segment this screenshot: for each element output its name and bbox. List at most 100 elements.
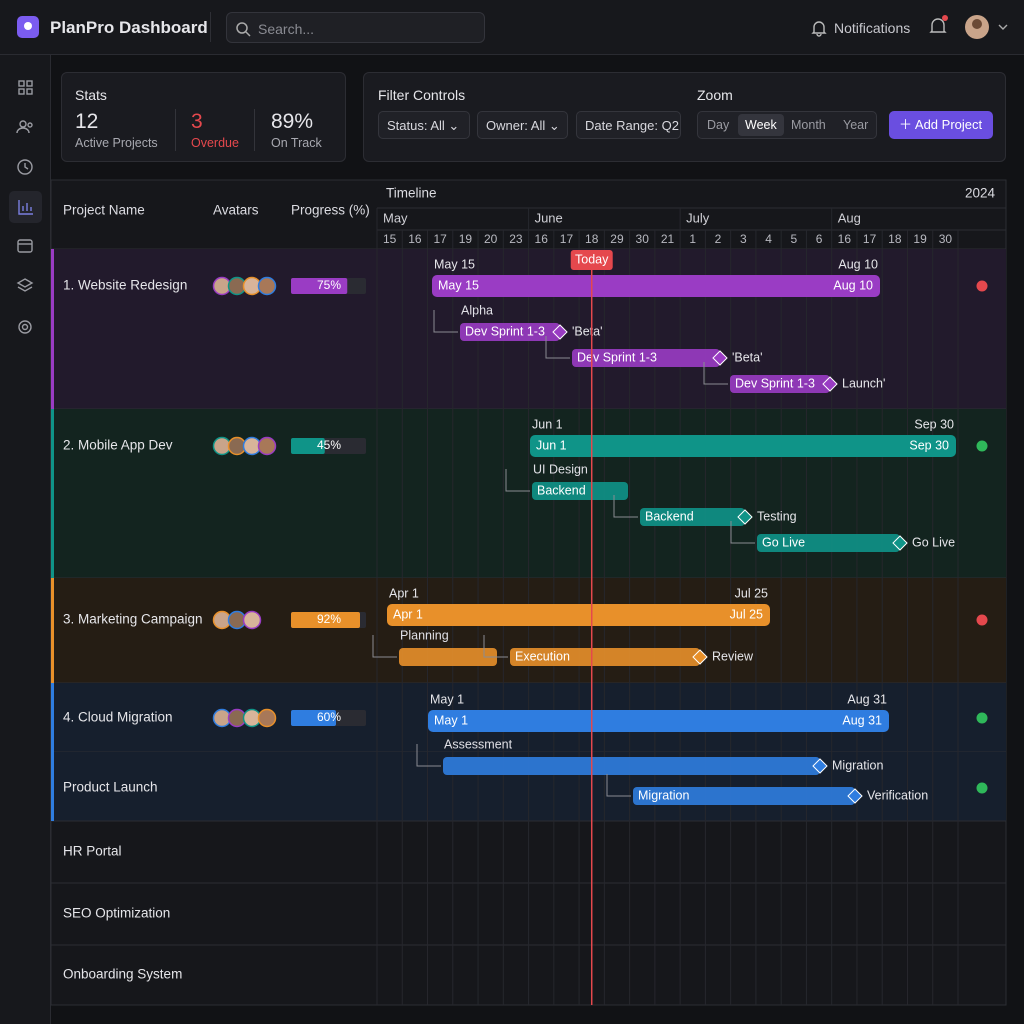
task-bar[interactable]	[757, 534, 900, 552]
week-label: 17	[863, 232, 877, 246]
stats-title: Stats	[75, 87, 107, 103]
task-name: Execution	[515, 649, 570, 663]
milestone-label: Testing	[757, 509, 797, 523]
zoom-option[interactable]: Year	[843, 118, 869, 132]
bar-start: May 1	[434, 713, 468, 727]
task-bar[interactable]	[460, 323, 560, 341]
filter-text: Status: All	[387, 118, 445, 133]
zoom-option[interactable]: Week	[738, 114, 784, 136]
today-label: Today	[575, 252, 609, 266]
week-label: 4	[765, 232, 772, 246]
progress-label: 75%	[317, 278, 341, 292]
progress-fill	[291, 438, 325, 454]
week-label: 16	[535, 232, 549, 246]
progress-fill	[291, 710, 336, 726]
project-bar	[530, 435, 956, 457]
task-label: Planning	[400, 628, 449, 642]
week-label: 3	[740, 232, 747, 246]
row-accent	[51, 249, 54, 409]
add-project-button[interactable]: ＋ Add Project	[889, 111, 993, 139]
progress-fill	[291, 278, 348, 294]
week-label: 19	[459, 232, 473, 246]
zoom-option[interactable]: Month	[791, 118, 826, 132]
connector	[545, 336, 570, 359]
milestone	[822, 376, 838, 392]
milestone	[737, 509, 753, 525]
task-bar[interactable]	[640, 508, 745, 526]
task-bar[interactable]	[633, 787, 855, 805]
task-bar[interactable]	[443, 757, 820, 775]
month-label: July	[686, 210, 710, 225]
stat-label: On Track	[271, 136, 322, 150]
filter-button[interactable]: Owner: All ⌄	[477, 111, 568, 139]
task-name: Migration	[638, 788, 689, 802]
avatar	[257, 436, 277, 456]
avatar	[257, 708, 277, 728]
task-name: Backend	[537, 483, 586, 497]
week-label: 21	[661, 232, 675, 246]
project-bar	[387, 604, 770, 626]
week-label: 23	[509, 232, 523, 246]
nav-icons[interactable]	[0, 55, 51, 355]
project-bar	[428, 710, 889, 732]
progress-label: 45%	[317, 438, 341, 452]
week-label: 5	[790, 232, 797, 246]
week-label: 1	[689, 232, 696, 246]
filter-card: Filter Controls Status: All ⌄ Owner: All…	[363, 72, 1006, 162]
week-label: 15	[383, 232, 397, 246]
bar-end: Aug 31	[842, 713, 882, 727]
task-name: Dev Sprint 1-3	[465, 324, 545, 338]
avatar	[257, 276, 277, 296]
week-label: 16	[408, 232, 422, 246]
end-date: Aug 31	[847, 692, 887, 706]
milestone-label: Launch'	[842, 376, 885, 390]
alert-icon[interactable]	[928, 14, 950, 38]
start-date: May 1	[430, 692, 464, 706]
task-label: Assessment	[444, 737, 513, 751]
zoom-option[interactable]: Day	[707, 118, 730, 132]
search-box[interactable]: Search...	[226, 12, 485, 43]
bar-start: Jun 1	[536, 438, 567, 452]
task-name: Backend	[645, 509, 694, 523]
bar-start: Apr 1	[393, 607, 423, 621]
sidebar	[0, 55, 51, 1024]
bell-icon[interactable]	[810, 19, 828, 37]
stat-label: Overdue	[191, 136, 239, 150]
milestone	[847, 788, 863, 804]
filter-text: Owner: All	[486, 118, 546, 133]
header: PlanPro Dashboard Search... Notification…	[0, 0, 1024, 55]
task-bar[interactable]	[399, 648, 497, 666]
week-label: 20	[484, 232, 498, 246]
gantt: Project Name Avatars Progress (%) Timeline 2…	[50, 179, 1007, 1006]
avatar[interactable]	[964, 14, 1008, 40]
stat-value: 12	[75, 110, 99, 133]
bar-start: May 15	[438, 278, 479, 292]
bar-end: Jul 25	[730, 607, 763, 621]
filter-button[interactable]: Status: All ⌄	[378, 111, 470, 139]
notifications[interactable]: Notifications	[834, 20, 911, 36]
filter-button[interactable]: Date Range: Q2 2	[576, 111, 681, 139]
zoom-title: Zoom	[697, 87, 733, 103]
status-dot	[976, 712, 988, 724]
column-header: Project Name	[63, 203, 145, 218]
row-accent	[51, 578, 54, 683]
week-label: 30	[636, 232, 650, 246]
project-name: Onboarding System	[63, 967, 182, 982]
start-date: May 15	[434, 257, 475, 271]
task-bar[interactable]	[730, 375, 830, 393]
week-label: 2	[715, 232, 722, 246]
status-dot	[976, 440, 988, 452]
month-label: May	[383, 210, 408, 225]
end-date: Jul 25	[735, 586, 768, 600]
connector	[703, 362, 728, 385]
task-bar[interactable]	[532, 482, 628, 500]
task-bar[interactable]	[572, 349, 720, 367]
project-name: 2. Mobile App Dev	[63, 438, 173, 453]
milestone	[712, 350, 728, 366]
project-name: Product Launch	[63, 780, 158, 795]
task-bar[interactable]	[510, 648, 700, 666]
progress-fill	[291, 612, 360, 628]
milestone	[812, 758, 828, 774]
filter-title: Filter Controls	[378, 87, 466, 103]
